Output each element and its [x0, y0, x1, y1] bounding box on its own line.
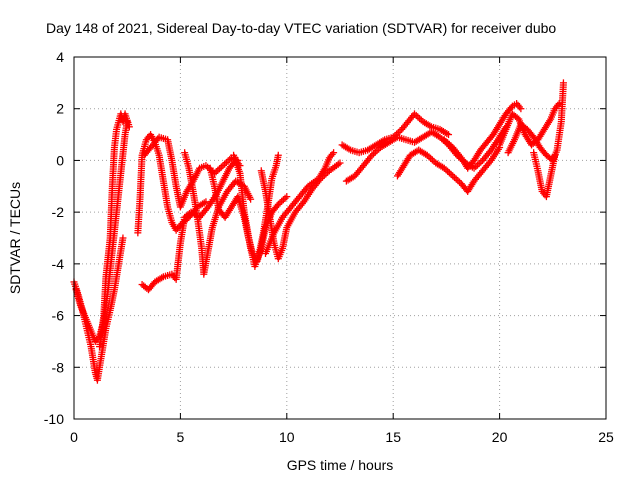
data-point — [444, 167, 452, 175]
data-point — [221, 160, 229, 168]
y-tick-label: -2 — [52, 204, 65, 220]
gridlines — [74, 57, 606, 419]
series-track-10 — [257, 159, 344, 263]
y-tick-label: -4 — [52, 256, 65, 272]
data-point — [452, 175, 460, 183]
data-point — [414, 113, 422, 121]
y-tick-label: -6 — [52, 308, 65, 324]
data-point — [475, 160, 483, 168]
series-track-11 — [262, 149, 338, 258]
x-tick-label: 25 — [598, 429, 614, 445]
data-point — [454, 177, 462, 185]
data-point — [517, 105, 525, 113]
x-tick-label: 5 — [177, 429, 185, 445]
data-point — [278, 197, 286, 205]
data-point — [279, 196, 287, 204]
series-track-15 — [440, 100, 525, 172]
data-point — [125, 123, 133, 131]
data-point — [212, 168, 220, 176]
x-tick-label: 20 — [492, 429, 508, 445]
axis-ticks: 0 5 10 15 20 25 -10 -8 -6 -4 -2 0 2 4 — [44, 49, 614, 445]
data-point — [283, 193, 291, 201]
series-track-3 — [96, 110, 133, 351]
data-series — [70, 79, 567, 384]
data-point — [216, 165, 224, 173]
data-point — [274, 151, 282, 159]
plot-area — [73, 56, 607, 420]
data-point — [559, 79, 567, 87]
x-axis-label: GPS time / hours — [287, 457, 394, 473]
data-point — [119, 234, 127, 242]
data-point — [336, 159, 344, 167]
data-point — [445, 131, 453, 139]
data-point — [428, 156, 436, 164]
y-axis-label: SDTVAR / TECUs — [7, 182, 23, 294]
x-tick-label: 15 — [385, 429, 401, 445]
data-point — [450, 173, 458, 181]
data-point — [551, 151, 559, 159]
data-point — [477, 158, 485, 166]
y-tick-label: 0 — [56, 152, 64, 168]
data-point — [247, 195, 255, 203]
data-point — [416, 115, 424, 123]
series-track-14 — [393, 144, 504, 195]
data-point — [281, 194, 289, 202]
data-point — [447, 170, 455, 178]
data-point — [214, 166, 222, 174]
series-track-17 — [504, 79, 567, 164]
data-point — [217, 163, 225, 171]
series-track-6 — [140, 133, 242, 211]
y-tick-label: 2 — [56, 101, 64, 117]
data-point — [396, 127, 404, 135]
chart-title: Day 148 of 2021, Sidereal Day-to-day VTE… — [46, 20, 556, 36]
y-tick-label: -10 — [44, 411, 64, 427]
data-point — [445, 169, 453, 177]
data-point — [219, 162, 227, 170]
x-tick-label: 10 — [279, 429, 295, 445]
data-point — [449, 172, 457, 180]
series-track-18 — [530, 149, 559, 201]
y-tick-label: 4 — [56, 49, 64, 65]
series-track-16 — [496, 100, 563, 149]
x-tick-label: 0 — [70, 429, 78, 445]
data-point — [427, 154, 435, 162]
data-point — [330, 149, 338, 157]
y-tick-label: -8 — [52, 359, 65, 375]
